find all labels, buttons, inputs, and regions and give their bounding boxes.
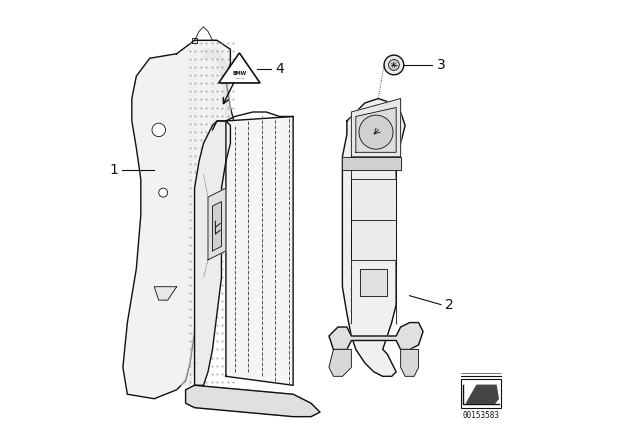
- Circle shape: [152, 123, 166, 137]
- Polygon shape: [123, 40, 235, 399]
- Polygon shape: [329, 323, 423, 349]
- Polygon shape: [356, 108, 396, 152]
- Polygon shape: [208, 188, 226, 260]
- Polygon shape: [186, 385, 320, 417]
- Text: 4: 4: [275, 62, 284, 77]
- Polygon shape: [342, 157, 401, 170]
- Bar: [461, 379, 502, 408]
- Polygon shape: [467, 385, 499, 403]
- Circle shape: [159, 188, 168, 197]
- Polygon shape: [226, 116, 293, 385]
- Text: ~~~: ~~~: [234, 78, 244, 82]
- Circle shape: [359, 115, 393, 149]
- Text: BMW: BMW: [232, 71, 246, 77]
- Polygon shape: [401, 349, 419, 376]
- Circle shape: [388, 60, 399, 70]
- Polygon shape: [212, 202, 221, 251]
- Polygon shape: [154, 287, 177, 300]
- Polygon shape: [181, 49, 230, 385]
- Circle shape: [384, 55, 404, 75]
- Polygon shape: [342, 99, 405, 376]
- Polygon shape: [351, 179, 396, 260]
- Text: 1: 1: [109, 163, 118, 177]
- Text: 00153583: 00153583: [463, 411, 500, 420]
- Polygon shape: [219, 53, 260, 83]
- Polygon shape: [329, 349, 351, 376]
- Text: 2: 2: [445, 297, 454, 312]
- Text: 3: 3: [436, 58, 445, 72]
- Polygon shape: [195, 121, 230, 385]
- Polygon shape: [360, 269, 387, 296]
- Polygon shape: [351, 99, 401, 157]
